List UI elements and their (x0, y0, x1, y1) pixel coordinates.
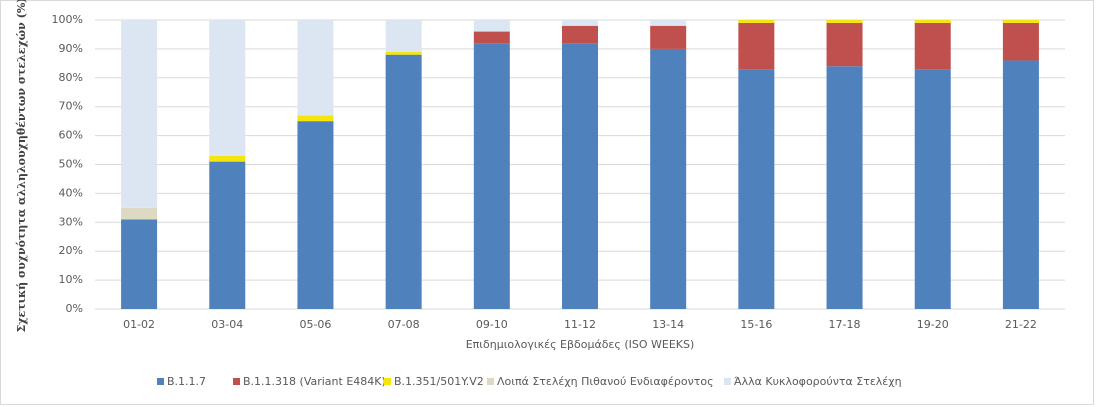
legend-marker (384, 378, 391, 385)
bar-segment (209, 161, 246, 309)
bar-segment (473, 43, 510, 310)
bar-segment (738, 69, 775, 309)
y-axis-title: Σχετική συχνότητα αλληλουχηθέντων στελεχ… (15, 0, 28, 332)
legend-marker (233, 378, 240, 385)
bar-segment (826, 22, 863, 67)
bar-segment (562, 43, 598, 310)
legend-label: B.1.1.318 (Variant E484K) (243, 375, 386, 388)
x-tick-label: 15-16 (740, 318, 772, 331)
bar-segment (121, 20, 158, 208)
bar-segment (1002, 22, 1039, 61)
x-tick-label: 13-14 (652, 318, 684, 331)
bar-segment (738, 20, 775, 23)
bar-segment (297, 115, 334, 122)
y-tick-label: 40% (59, 186, 83, 199)
legend-label: Άλλα Κυκλοφορούντα Στελέχη (734, 375, 902, 388)
x-tick-label: 03-04 (211, 318, 243, 331)
bar-segment (121, 207, 158, 220)
x-tick-label: 21-22 (1005, 318, 1037, 331)
x-tick-label: 09-10 (476, 318, 508, 331)
x-tick-label: 05-06 (299, 318, 331, 331)
x-tick-label: 17-18 (829, 318, 861, 331)
y-tick-label: 80% (59, 71, 83, 84)
y-tick-label: 50% (59, 158, 83, 171)
bar-segment (1002, 60, 1039, 310)
bar-segment (209, 20, 246, 156)
legend-label: B.1.351/501Y.V2 (394, 375, 484, 388)
y-tick-label: 30% (59, 215, 83, 228)
bar-segment (826, 20, 863, 23)
bar-segment (297, 121, 334, 310)
bar-segment (738, 22, 775, 70)
x-axis-title: Επιδημιολογικές Εβδομάδες (ISO WEEKS) (466, 338, 695, 351)
bar-segment (650, 25, 687, 49)
bar-segment (650, 48, 687, 310)
bar-segment (914, 22, 951, 70)
bar-segment (650, 20, 687, 26)
bar-segment (209, 155, 246, 162)
y-tick-label: 10% (59, 273, 83, 286)
bar-segment (473, 20, 510, 32)
bar-segment (121, 219, 158, 309)
legend-marker (157, 378, 164, 385)
bar-segment (473, 31, 510, 44)
bar-segment (826, 66, 863, 310)
y-tick-label: 0% (66, 302, 83, 315)
bar-segment (297, 20, 334, 116)
bar-segment (385, 54, 422, 310)
legend-label: Λοιπά Στελέχη Πιθανού Ενδιαφέροντος (497, 375, 714, 388)
y-tick-label: 20% (59, 244, 83, 257)
y-tick-label: 100% (52, 13, 83, 26)
x-tick-label: 07-08 (388, 318, 420, 331)
bar-segment (914, 20, 951, 23)
x-tick-label: 01-02 (123, 318, 155, 331)
legend-marker (724, 378, 731, 385)
bar-segment (562, 25, 598, 44)
bar-segment (914, 69, 951, 309)
y-tick-label: 60% (59, 129, 83, 142)
y-tick-label: 90% (59, 42, 83, 55)
legend-label: B.1.1.7 (167, 375, 206, 388)
bar-segment (1002, 20, 1039, 23)
x-tick-label: 11-12 (564, 318, 596, 331)
bar-segment (385, 51, 422, 55)
x-tick-label: 19-20 (917, 318, 949, 331)
y-tick-label: 70% (59, 100, 83, 113)
legend-marker (487, 378, 494, 385)
bar-segment (385, 20, 422, 52)
bar-segment (562, 20, 598, 26)
